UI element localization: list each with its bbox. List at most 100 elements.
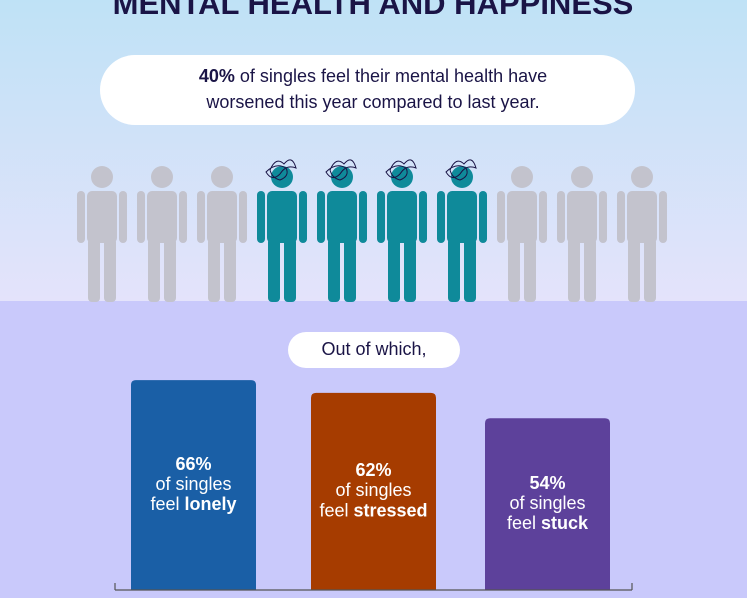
person-leg	[208, 238, 220, 302]
person-arm	[479, 191, 487, 243]
person-torso	[447, 191, 477, 243]
person-arm	[359, 191, 367, 243]
person-torso	[627, 191, 657, 243]
person-arm	[377, 191, 385, 243]
top-background	[0, 0, 747, 301]
callout-line: worsened this year compared to last year…	[205, 92, 539, 112]
pictogram	[77, 159, 667, 302]
bar-category: stressed	[353, 500, 427, 520]
bar-label: of singles	[509, 493, 585, 513]
bar-label: feel lonely	[150, 494, 236, 514]
person-leg	[148, 238, 160, 302]
person-head	[151, 166, 173, 188]
person	[137, 166, 187, 302]
person-leg	[344, 238, 356, 302]
person-arm	[137, 191, 145, 243]
bar-label-prefix: feel	[507, 513, 536, 533]
person-arm	[437, 191, 445, 243]
person	[197, 166, 247, 302]
person-arm	[419, 191, 427, 243]
person-torso	[207, 191, 237, 243]
person-arm	[557, 191, 565, 243]
person-arm	[197, 191, 205, 243]
scribble	[385, 159, 417, 181]
subtitle: Out of which,	[321, 339, 426, 359]
person-leg	[268, 238, 280, 302]
person-leg	[628, 238, 640, 302]
scribble	[265, 159, 297, 181]
person-leg	[404, 238, 416, 302]
person-leg	[464, 238, 476, 302]
person-torso	[267, 191, 297, 243]
bar-label: feel stuck	[507, 513, 589, 533]
callout-text: of singles feel their mental health have	[240, 66, 547, 86]
person-head	[211, 166, 233, 188]
person-leg	[88, 238, 100, 302]
person-torso	[507, 191, 537, 243]
bar-value-label: 54%	[529, 473, 565, 493]
person-head	[511, 166, 533, 188]
person-arm	[299, 191, 307, 243]
person-leg	[224, 238, 236, 302]
person	[497, 166, 547, 302]
person-torso	[567, 191, 597, 243]
person-torso	[147, 191, 177, 243]
person-leg	[448, 238, 460, 302]
person-torso	[387, 191, 417, 243]
person	[77, 166, 127, 302]
person-leg	[164, 238, 176, 302]
person-leg	[328, 238, 340, 302]
person-arm	[119, 191, 127, 243]
subtitle-box	[288, 332, 460, 368]
person-leg	[104, 238, 116, 302]
person-head	[91, 166, 113, 188]
person-highlighted	[257, 159, 307, 302]
bar-label: feel stressed	[319, 500, 427, 520]
person-torso	[327, 191, 357, 243]
person-highlighted	[437, 159, 487, 302]
person-head	[571, 166, 593, 188]
person-highlighted	[317, 159, 367, 302]
person-leg	[388, 238, 400, 302]
bar-category: stuck	[541, 513, 589, 533]
bar-value-label: 62%	[355, 460, 391, 480]
person-arm	[77, 191, 85, 243]
person-head	[631, 166, 653, 188]
bar-category: lonely	[185, 494, 237, 514]
person-arm	[659, 191, 667, 243]
person-leg	[644, 238, 656, 302]
person-leg	[568, 238, 580, 302]
person-arm	[617, 191, 625, 243]
callout-box	[100, 55, 635, 125]
bar	[311, 392, 436, 590]
callout-line: 40% of singles feel their mental health …	[199, 66, 547, 86]
person-arm	[539, 191, 547, 243]
callout-value: 40%	[199, 66, 235, 86]
person-arm	[239, 191, 247, 243]
person	[557, 166, 607, 302]
person-leg	[584, 238, 596, 302]
person-leg	[508, 238, 520, 302]
person-highlighted	[377, 159, 427, 302]
person-arm	[257, 191, 265, 243]
person-arm	[317, 191, 325, 243]
scribble	[325, 159, 357, 181]
title: MENTAL HEALTH AND HAPPINESS	[113, 0, 634, 21]
bar-value-label: 66%	[175, 454, 211, 474]
person-arm	[497, 191, 505, 243]
bar-label-prefix: feel	[319, 500, 348, 520]
person-leg	[524, 238, 536, 302]
person-leg	[284, 238, 296, 302]
person-arm	[599, 191, 607, 243]
person-arm	[179, 191, 187, 243]
bar-label-prefix: feel	[150, 494, 179, 514]
bar-label: of singles	[335, 480, 411, 500]
person	[617, 166, 667, 302]
bar-label: of singles	[155, 474, 231, 494]
bar	[131, 380, 256, 590]
person-torso	[87, 191, 117, 243]
scribble	[445, 159, 477, 181]
bar	[485, 418, 610, 590]
